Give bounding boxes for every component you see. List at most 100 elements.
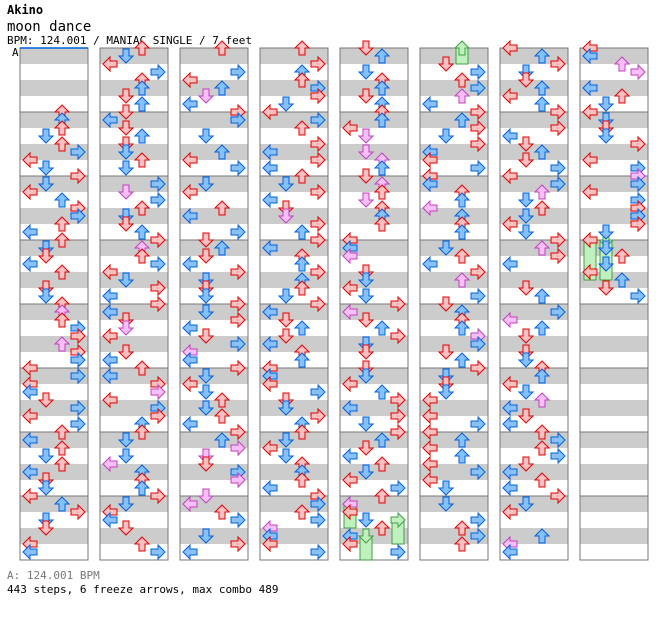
up-arrow-note <box>133 96 151 112</box>
down-arrow-note <box>357 416 375 432</box>
left-arrow-note <box>502 543 518 561</box>
left-arrow-note <box>182 375 198 393</box>
beat-stripe <box>340 304 408 320</box>
down-arrow-note <box>197 128 215 144</box>
up-arrow-note <box>373 520 391 536</box>
up-arrow-note <box>533 424 551 440</box>
right-arrow-note <box>470 263 486 281</box>
left-arrow-note <box>22 183 38 201</box>
left-arrow-note <box>262 479 278 497</box>
right-arrow-note <box>470 159 486 177</box>
left-arrow-note <box>262 103 278 121</box>
down-arrow-note <box>357 64 375 80</box>
right-arrow-note <box>230 423 246 441</box>
right-arrow-note <box>470 335 486 353</box>
beat-stripe <box>20 336 88 352</box>
down-arrow-note <box>277 432 295 448</box>
beat-stripe <box>580 464 648 480</box>
right-arrow-note <box>550 103 566 121</box>
freeze-arrow-head <box>453 40 471 56</box>
left-arrow-note <box>502 463 518 481</box>
up-arrow-note <box>213 392 231 408</box>
down-arrow-note <box>437 56 455 72</box>
beat-stripe <box>340 528 408 544</box>
beat-stripe <box>100 400 168 416</box>
up-arrow-note <box>533 240 551 256</box>
up-arrow-note <box>533 440 551 456</box>
bpm-marker: A <box>12 46 19 59</box>
beat-stripe <box>260 240 328 256</box>
beat-stripe <box>260 272 328 288</box>
beat-stripe <box>420 304 488 320</box>
beat-stripe <box>180 112 248 128</box>
chart-column <box>499 47 569 561</box>
up-arrow-note <box>533 472 551 488</box>
left-arrow-note <box>342 247 358 265</box>
beat-stripe <box>580 176 648 192</box>
beat-stripe <box>340 464 408 480</box>
up-arrow-note <box>293 320 311 336</box>
down-arrow-note <box>517 208 535 224</box>
left-arrow-note <box>422 151 438 169</box>
right-arrow-note <box>230 311 246 329</box>
down-arrow-note <box>597 128 615 144</box>
beat-stripe <box>420 272 488 288</box>
down-arrow-note <box>117 496 135 512</box>
right-arrow-note <box>310 511 326 529</box>
right-arrow-note <box>70 327 86 345</box>
right-arrow-note <box>70 143 86 161</box>
up-arrow-note <box>213 144 231 160</box>
up-arrow-note <box>453 248 471 264</box>
up-arrow-note <box>293 120 311 136</box>
left-arrow-note <box>342 535 358 553</box>
right-arrow-note <box>630 63 646 81</box>
left-arrow-note <box>422 391 438 409</box>
left-arrow-note <box>502 215 518 233</box>
right-arrow-note <box>390 543 406 561</box>
right-arrow-note <box>70 207 86 225</box>
down-arrow-note <box>357 464 375 480</box>
up-arrow-note <box>213 408 231 424</box>
left-arrow-note <box>582 79 598 97</box>
beat-stripe <box>340 496 408 512</box>
up-arrow-note <box>293 472 311 488</box>
beat-stripe <box>100 48 168 64</box>
stats-footer: 443 steps, 6 freeze arrows, max combo 48… <box>7 583 279 596</box>
beat-stripe <box>500 528 568 544</box>
left-arrow-note <box>502 375 518 393</box>
beat-stripe <box>420 400 488 416</box>
right-arrow-note <box>310 495 326 513</box>
beat-stripe <box>260 48 328 64</box>
down-arrow-note <box>437 128 455 144</box>
right-arrow-note <box>230 335 246 353</box>
beat-stripe <box>500 336 568 352</box>
beat-stripe <box>580 80 648 96</box>
beat-stripe <box>180 400 248 416</box>
left-arrow-note <box>182 543 198 561</box>
left-arrow-note <box>422 175 438 193</box>
right-arrow-note <box>150 231 166 249</box>
down-arrow-note <box>517 224 535 240</box>
beat-stripe <box>100 464 168 480</box>
right-arrow-note <box>470 119 486 137</box>
left-arrow-note <box>182 319 198 337</box>
up-arrow-note <box>453 520 471 536</box>
left-arrow-note <box>582 183 598 201</box>
down-arrow-note <box>357 168 375 184</box>
beat-stripe <box>20 176 88 192</box>
right-arrow-note <box>230 263 246 281</box>
up-arrow-note <box>533 96 551 112</box>
down-arrow-note <box>517 384 535 400</box>
right-arrow-note <box>150 487 166 505</box>
down-arrow-note <box>517 72 535 88</box>
freeze-arrow-head <box>357 528 375 544</box>
left-arrow-note <box>102 367 118 385</box>
up-arrow-note <box>613 88 631 104</box>
left-arrow-note <box>342 375 358 393</box>
right-arrow-note <box>630 135 646 153</box>
beat-stripe <box>20 304 88 320</box>
chart-column <box>419 47 489 561</box>
down-arrow-note <box>597 256 615 272</box>
right-arrow-note <box>230 359 246 377</box>
beat-stripe <box>180 272 248 288</box>
